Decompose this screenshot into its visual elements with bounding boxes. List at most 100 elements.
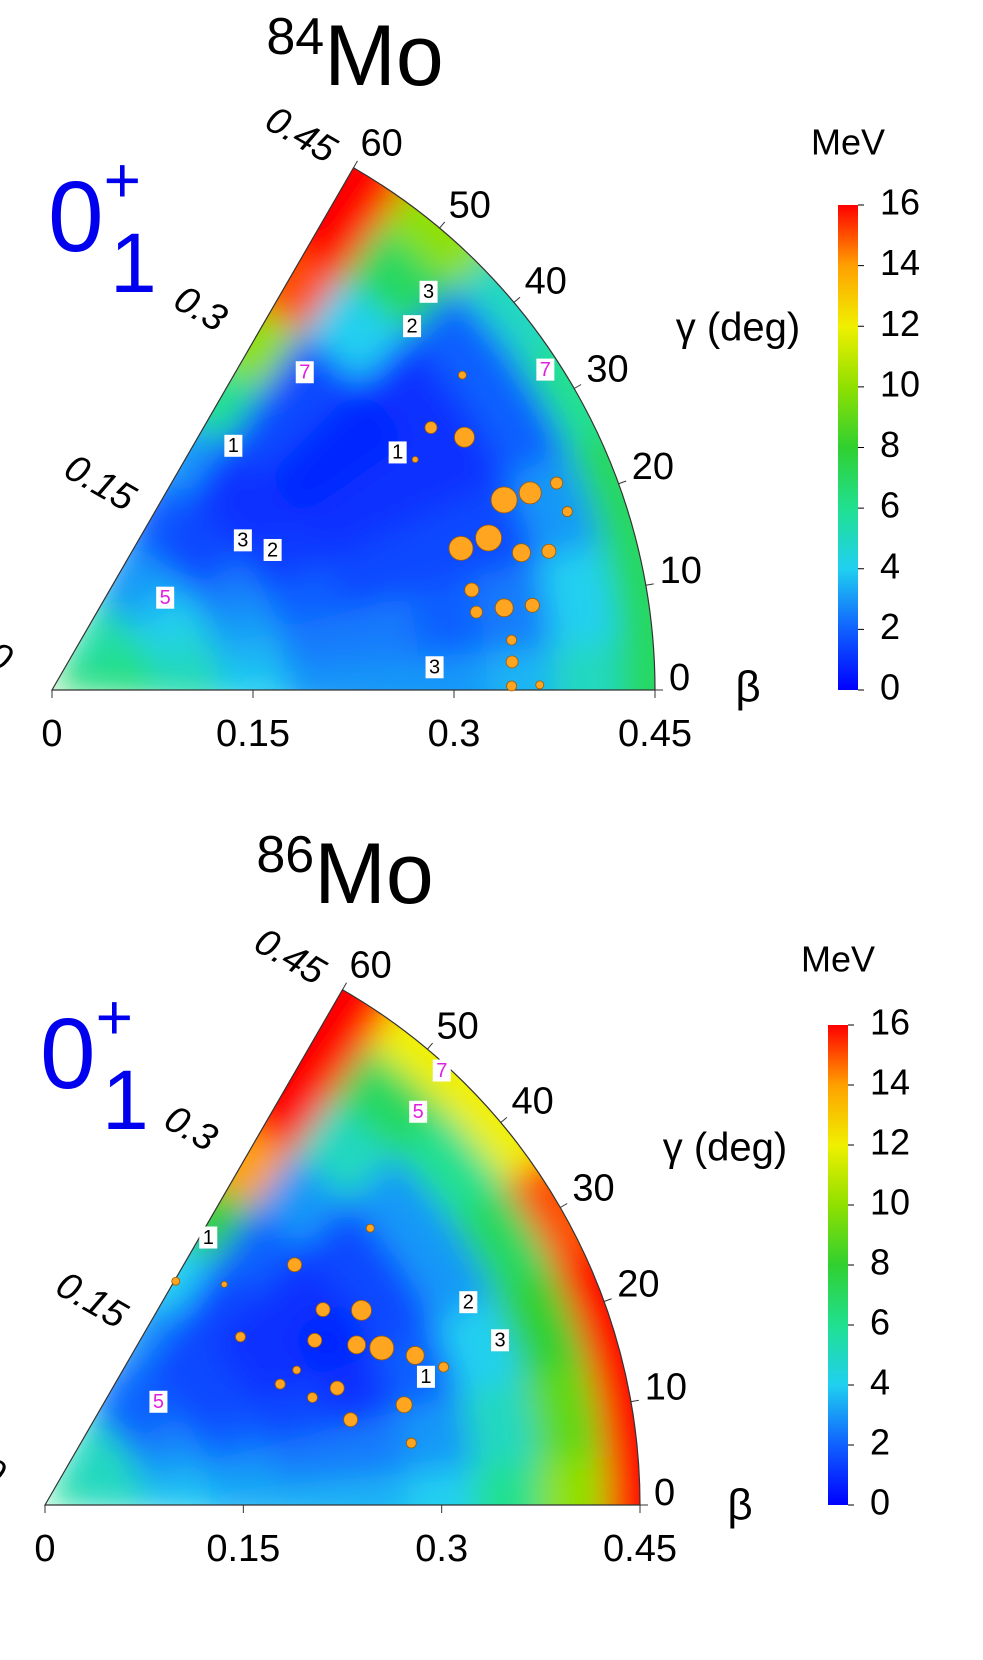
title-element: Mo	[314, 826, 433, 922]
y-tick	[427, 1042, 433, 1050]
heatmap	[45, 989, 640, 1505]
probability-point	[518, 481, 542, 505]
y-tick	[603, 1298, 612, 1302]
edge-tick-label: 0	[0, 634, 19, 681]
probability-point	[287, 1257, 303, 1273]
contour-label: 2	[463, 1291, 474, 1313]
edge-tick-label: 0.3	[157, 1097, 224, 1160]
contour-label: 3	[423, 281, 434, 303]
colorbar-tick-label: 0	[880, 667, 900, 708]
y-tick-label: 40	[512, 1081, 554, 1123]
colorbar-tick-label: 4	[870, 1362, 890, 1403]
probability-point	[535, 680, 545, 690]
state-sup: +	[104, 144, 141, 216]
title-mass: 84	[266, 8, 324, 66]
colorbar-tick-label: 16	[870, 1002, 910, 1043]
probability-point	[512, 543, 531, 563]
colorbar-tick-label: 14	[880, 242, 920, 283]
contour-label: 1	[420, 1366, 431, 1388]
y-tick-label: 50	[449, 184, 491, 226]
colorbar-tick-label: 6	[870, 1302, 890, 1343]
contour-label-box	[263, 538, 282, 561]
edge-tick-label: 0.45	[247, 920, 333, 994]
colorbar-tick-label: 10	[880, 363, 920, 404]
probability-point	[524, 597, 540, 613]
colorbar-tick-label: 8	[880, 424, 900, 465]
contour-label: 3	[429, 657, 440, 679]
y-tick	[513, 296, 521, 303]
heatmap	[52, 167, 655, 690]
probability-point	[315, 1302, 331, 1318]
y-axis-label: γ (deg)	[676, 306, 801, 350]
probability-point	[494, 598, 514, 618]
contour-label: 5	[153, 1391, 164, 1413]
x-tick-label: 0.3	[428, 713, 481, 755]
y-tick-label: 50	[436, 1006, 478, 1048]
contour-label-box	[295, 361, 314, 384]
colorbar	[828, 1025, 848, 1505]
chart-title: 84Mo	[266, 8, 443, 104]
y-tick-label: 60	[350, 945, 392, 987]
y-tick-label: 0	[654, 1472, 675, 1514]
contour-label: 1	[203, 1227, 214, 1249]
heatmap-cell	[587, 1341, 640, 1457]
colorbar-tick-label: 0	[870, 1482, 890, 1523]
y-tick	[630, 1399, 639, 1403]
edge-tick-label: 0.3	[167, 278, 234, 341]
contour-label: 1	[392, 442, 403, 464]
contour-label-box	[459, 1291, 478, 1314]
probability-point	[307, 1332, 323, 1348]
probability-point	[464, 582, 480, 598]
y-tick-label: 20	[632, 446, 674, 488]
y-tick	[618, 480, 627, 485]
probability-point	[365, 1223, 375, 1233]
title-mass: 86	[256, 826, 314, 884]
colorbar-tick-label: 4	[880, 545, 900, 586]
heatmap-cell	[604, 1449, 640, 1505]
colorbar-tick-label: 2	[880, 606, 900, 647]
contour-label: 1	[228, 435, 239, 457]
contour-label: 7	[299, 362, 310, 384]
probability-point	[505, 655, 519, 669]
y-tick-label: 10	[660, 550, 702, 592]
y-tick-label: 10	[645, 1366, 687, 1408]
contour-label-box	[149, 1390, 168, 1413]
y-tick-label: 30	[586, 349, 628, 391]
y-axis-label: γ (deg)	[663, 1126, 788, 1170]
wedge-outline	[50, 166, 656, 691]
colorbar-tick-label: 2	[870, 1422, 890, 1463]
y-tick	[573, 384, 582, 389]
y-tick	[353, 160, 358, 169]
contour-label-box	[403, 315, 422, 338]
contour-label: 3	[494, 1330, 505, 1352]
probability-point	[469, 605, 483, 619]
edge-tick-label: 0.15	[49, 1264, 135, 1338]
heatmap-cell	[618, 633, 655, 690]
edge-tick-label: 0.15	[57, 447, 143, 521]
probability-point	[343, 1412, 359, 1428]
colorbar-tick-label: 16	[880, 182, 920, 223]
probability-point	[475, 524, 502, 552]
x-tick-label: 0.45	[603, 1528, 677, 1570]
state-sup: +	[96, 981, 133, 1053]
colorbar-tick-label: 6	[880, 485, 900, 526]
x-tick-label: 0.15	[206, 1528, 280, 1570]
probability-point	[457, 370, 467, 380]
contour-label: 3	[237, 530, 248, 552]
colorbar-tick-label: 14	[870, 1062, 910, 1103]
state-base: 0	[48, 161, 104, 273]
colorbar-tick-label: 12	[870, 1122, 910, 1163]
state-label: 0+ 1	[48, 144, 157, 310]
y-tick-label: 30	[572, 1168, 614, 1210]
probability-point	[448, 535, 474, 561]
x-tick-label: 0.15	[216, 713, 290, 755]
probability-point	[395, 1396, 413, 1414]
contour-label-box	[156, 586, 175, 609]
colorbar-tick-label: 12	[880, 303, 920, 344]
y-tick	[500, 1117, 508, 1123]
heatmap-clip	[52, 167, 655, 690]
probability-point	[490, 486, 518, 514]
state-sub: 1	[110, 216, 157, 310]
probability-point	[424, 421, 438, 434]
contour-label: 5	[413, 1101, 424, 1123]
